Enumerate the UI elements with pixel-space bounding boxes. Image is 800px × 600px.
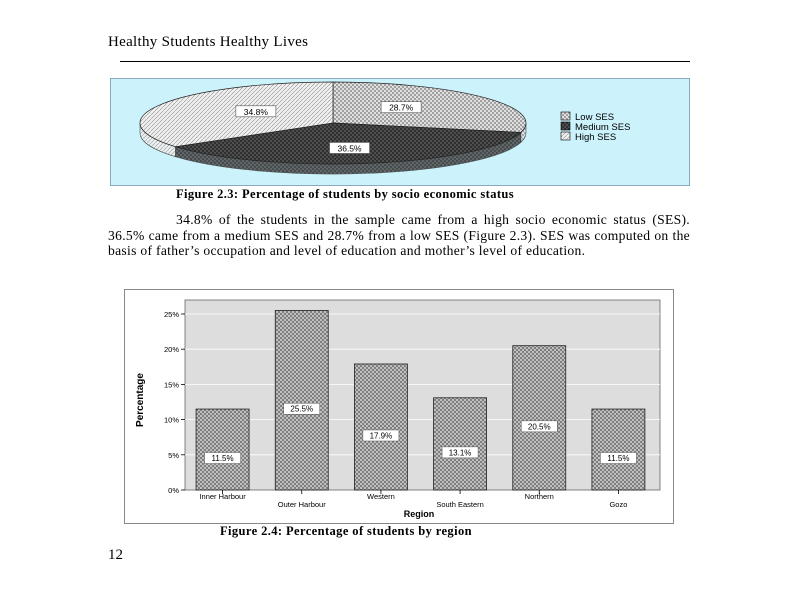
y-axis-title: Percentage <box>135 373 146 427</box>
bar-data-label-box <box>362 429 400 442</box>
bar-data-label: 11.5% <box>607 454 629 463</box>
region-bar-chart: 0% 5% 10% 15% 20% 25% 11.5% Inner Harbour 25.5% O… <box>124 289 674 524</box>
legend-label-high-ses: High SES <box>575 132 616 143</box>
legend-label-medium-ses: Medium SES <box>575 122 630 133</box>
pie-data-label: 28.7% <box>389 103 414 113</box>
legend-swatch-high-ses <box>560 131 571 141</box>
legend-label-low-ses: Low SES <box>575 112 614 123</box>
body-paragraph-text: 34.8% of the students in the sample came… <box>108 212 690 258</box>
pie-data-label: 34.8% <box>244 107 269 117</box>
bar-data-label-box <box>521 420 558 433</box>
y-tick-label: 5% <box>168 451 179 460</box>
ses-pie-chart: 28.7% 36.5% 34.8% Low SES Medium SES High … <box>110 78 690 186</box>
y-tick-label: 15% <box>164 380 179 389</box>
bar-data-label-box <box>600 452 637 464</box>
bar-data-label: 11.5% <box>212 454 234 463</box>
x-tick-label: Inner Harbour <box>199 492 246 501</box>
bar-data-label-box <box>283 402 320 415</box>
bar-svg: 0% 5% 10% 15% 20% 25% 11.5% Inner Harbour 25.5% O… <box>135 299 661 519</box>
pie-group: 28.7% 36.5% 34.8% <box>139 81 527 175</box>
header-rule <box>120 61 690 62</box>
pie-svg: 28.7% 36.5% 34.8% Low SES Medium SES High … <box>139 81 630 175</box>
plot-area <box>184 299 661 491</box>
pie-legend: Low SES Medium SES High SES <box>560 111 630 143</box>
pie-slice-low-ses <box>332 81 527 133</box>
pie-data-label-box <box>329 142 370 154</box>
bar-northern <box>512 345 567 491</box>
x-axis-title: Region <box>404 509 435 519</box>
x-tick-label: South Eastern <box>436 500 484 509</box>
x-tick-label: Northern <box>525 492 554 501</box>
y-tick-label: 10% <box>164 416 179 425</box>
page-number: 12 <box>108 547 123 563</box>
bar-gozo <box>591 408 646 491</box>
bar-inner-harbour <box>195 408 250 491</box>
bar-data-label: 25.5% <box>290 405 313 414</box>
bar-western <box>354 363 408 491</box>
pie-data-label-box <box>380 101 422 114</box>
bar-south-eastern <box>433 397 487 491</box>
x-tick-label: Western <box>367 492 395 501</box>
bar-data-label: 13.1% <box>449 448 472 457</box>
y-tick-label: 0% <box>168 486 179 495</box>
bar-data-label-box <box>204 452 241 464</box>
x-tick-label: Outer Harbour <box>278 500 326 509</box>
pie-data-label-box <box>235 105 277 118</box>
figure-2-4-caption: Figure 2.4: Percentage of students by re… <box>220 524 472 538</box>
legend-swatch-medium-ses <box>560 121 571 131</box>
bar-group: 0% 5% 10% 15% 20% 25% 11.5% Inner Harbour 25.5% O… <box>164 299 661 509</box>
bar-data-label: 20.5% <box>528 422 551 431</box>
bar-outer-harbour <box>274 310 329 491</box>
y-tick-label: 20% <box>164 345 179 354</box>
figure-2-3-caption: Figure 2.3: Percentage of students by so… <box>176 187 515 201</box>
pie-data-label: 36.5% <box>337 143 362 153</box>
bar-data-label-box <box>441 446 479 459</box>
legend-swatch-low-ses <box>560 111 571 121</box>
running-header: Healthy Students Healthy Lives <box>108 34 309 50</box>
bar-data-label: 17.9% <box>370 431 393 440</box>
body-paragraph: 34.8% of the students in the sample came… <box>108 212 690 259</box>
x-tick-label: Gozo <box>609 500 627 509</box>
y-tick-label: 25% <box>164 310 179 319</box>
